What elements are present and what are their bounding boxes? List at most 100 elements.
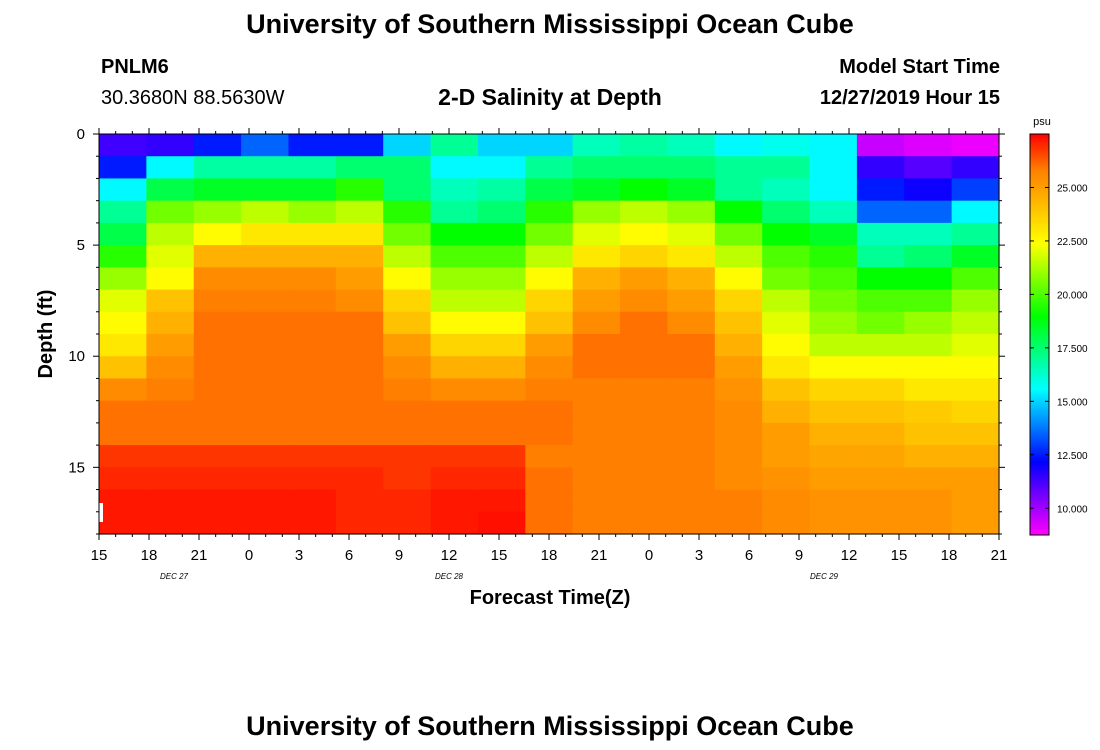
heatmap-cell <box>430 267 479 291</box>
heatmap-cell <box>856 178 905 202</box>
heatmap-cell <box>620 311 669 335</box>
colorbar-tick-label: 15.000 <box>1057 397 1088 408</box>
heatmap-cell <box>430 222 479 246</box>
heatmap-cell <box>667 467 716 491</box>
colorbar-units: psu <box>1033 116 1051 128</box>
heatmap-cell <box>762 311 811 335</box>
heatmap-cell <box>525 289 574 313</box>
heatmap-cell <box>430 356 479 380</box>
heatmap-cell <box>383 245 432 268</box>
heatmap-cell <box>99 400 147 424</box>
heatmap-cell <box>809 445 858 468</box>
x-tick-label: 0 <box>245 547 253 564</box>
heatmap-cell <box>477 489 526 513</box>
colorbar <box>1029 133 1050 536</box>
heatmap-cell <box>714 178 763 202</box>
heatmap-cell <box>335 267 384 291</box>
station-coordinates: 30.3680N 88.5630W <box>101 87 285 109</box>
heatmap-cell <box>430 200 479 224</box>
heatmap-cell <box>477 200 526 224</box>
x-tick-label: 21 <box>991 547 1008 564</box>
heatmap-cell <box>430 156 479 180</box>
heatmap-cell <box>714 422 763 446</box>
heatmap-cell <box>383 156 432 180</box>
heatmap-cell <box>146 467 195 491</box>
heatmap-cell <box>477 245 526 268</box>
x-tick-label: 12 <box>441 547 458 564</box>
heatmap-cell <box>477 156 526 180</box>
heatmap-cell <box>809 200 858 224</box>
heatmap-cell <box>620 511 669 535</box>
heatmap-cell <box>477 356 526 380</box>
heatmap-cell <box>809 245 858 268</box>
heatmap-cell <box>477 311 526 335</box>
heatmap-cell <box>383 222 432 246</box>
heatmap-cell <box>383 445 432 468</box>
heatmap-cell <box>193 422 242 446</box>
heatmap-cell <box>525 422 574 446</box>
heatmap-cell <box>193 467 242 491</box>
heatmap-cell <box>430 489 479 513</box>
heatmap-cell <box>572 378 621 402</box>
heatmap-cell <box>856 356 905 380</box>
heatmap-cell <box>146 445 195 468</box>
heatmap-cell <box>288 378 337 402</box>
heatmap-cell <box>714 378 763 402</box>
heatmap-cell <box>241 489 290 513</box>
date-label: DEC 29 <box>810 572 839 581</box>
heatmap-cell <box>288 267 337 291</box>
heatmap-cell <box>525 156 574 180</box>
x-tick-label: 21 <box>591 547 608 564</box>
heatmap-cell <box>667 311 716 335</box>
heatmap-cell <box>241 245 290 268</box>
heatmap-cell <box>241 178 290 202</box>
heatmap-cell <box>572 245 621 268</box>
heatmap-cell <box>904 156 953 180</box>
heatmap-cell <box>856 200 905 224</box>
heatmap-cell <box>146 245 195 268</box>
heatmap-cell <box>762 156 811 180</box>
x-tick-label: 3 <box>295 547 303 564</box>
heatmap-cell <box>335 467 384 491</box>
x-tick-label: 18 <box>541 547 558 564</box>
heatmap-cell <box>99 267 147 291</box>
heatmap-cell <box>667 422 716 446</box>
heatmap-cell <box>572 489 621 513</box>
x-tick-label: 18 <box>141 547 158 564</box>
heatmap-cell <box>383 400 432 424</box>
heatmap-cell <box>430 134 479 157</box>
heatmap-cell <box>762 267 811 291</box>
heatmap-cell <box>572 400 621 424</box>
heatmap-cell <box>99 334 147 357</box>
heatmap-cell <box>525 311 574 335</box>
heatmap-cell <box>193 200 242 224</box>
heatmap-cell <box>146 511 195 535</box>
station-id: PNLM6 <box>101 56 169 78</box>
heatmap-cell <box>714 289 763 313</box>
heatmap-cell <box>620 267 669 291</box>
heatmap-cell <box>620 134 669 157</box>
heatmap-cell <box>288 334 337 357</box>
x-tick-label: 15 <box>491 547 508 564</box>
heatmap-cell <box>525 178 574 202</box>
heatmap-cell <box>99 511 147 535</box>
heatmap-cell <box>572 222 621 246</box>
heatmap-cell <box>572 511 621 535</box>
heatmap-cell <box>383 467 432 491</box>
heatmap-cell <box>762 200 811 224</box>
salinity-heatmap <box>99 134 1000 535</box>
heatmap-cell <box>430 422 479 446</box>
heatmap-cell <box>809 400 858 424</box>
heatmap-cell <box>383 134 432 157</box>
heatmap-cell <box>288 156 337 180</box>
heatmap-cell <box>856 334 905 357</box>
heatmap-cell <box>99 200 147 224</box>
heatmap-cell <box>572 156 621 180</box>
heatmap-cell <box>809 289 858 313</box>
heatmap-cell <box>667 378 716 402</box>
heatmap-cell <box>383 422 432 446</box>
heatmap-cell <box>809 511 858 535</box>
heatmap-cell <box>146 400 195 424</box>
heatmap-cell <box>99 311 147 335</box>
